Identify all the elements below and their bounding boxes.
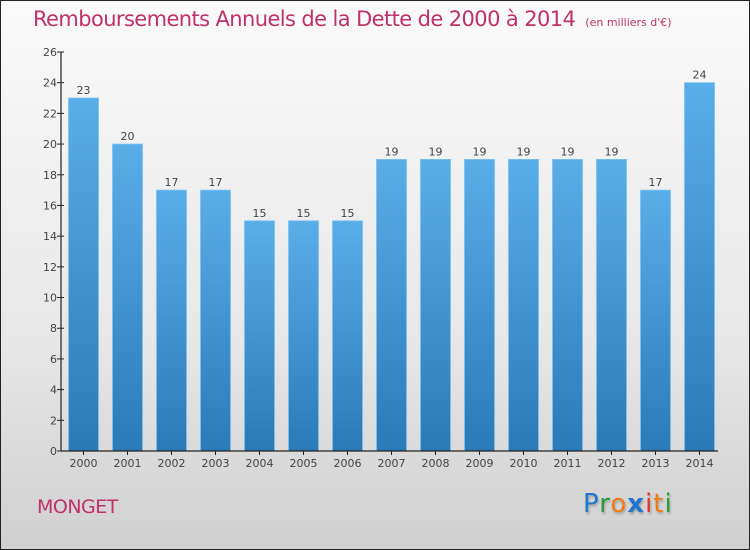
x-tick-label: 2006	[334, 457, 362, 470]
logo-letter: x	[627, 489, 646, 519]
x-tick-label: 2008	[422, 457, 450, 470]
bar-2011	[552, 159, 583, 452]
x-tick-label: 2009	[466, 457, 494, 470]
data-label-2009: 19	[473, 145, 487, 158]
x-tick-label: 2011	[554, 457, 582, 470]
y-tick-label: 24	[43, 77, 57, 90]
data-label-2001: 20	[121, 130, 135, 143]
y-tick-label: 16	[43, 199, 57, 212]
bar-2013	[640, 189, 671, 452]
data-label-2012: 19	[605, 145, 619, 158]
bar-2008	[420, 159, 451, 452]
bar-2001	[112, 143, 143, 452]
logo-letter: o	[610, 489, 628, 519]
y-tick-label: 4	[50, 384, 57, 397]
bar-2010	[508, 159, 539, 452]
x-tick-label: 2000	[70, 457, 98, 470]
x-tick-label: 2005	[290, 457, 318, 470]
data-label-2003: 17	[209, 176, 223, 189]
chart-title-text: Remboursements Annuels de la Dette de 20…	[33, 7, 576, 31]
data-label-2004: 15	[253, 207, 267, 220]
y-tick-label: 2	[50, 414, 57, 427]
proxiti-logo[interactable]: Proxiti	[583, 489, 673, 519]
data-label-2006: 15	[341, 207, 355, 220]
y-tick-label: 14	[43, 230, 57, 243]
bar-2002	[156, 189, 187, 452]
y-tick-label: 18	[43, 169, 57, 182]
y-tick-label: 20	[43, 138, 57, 151]
logo-letter: i	[664, 489, 673, 519]
y-tick-label: 26	[43, 46, 57, 59]
city-name: MONGET	[37, 496, 118, 518]
y-tick-label: 12	[43, 261, 57, 274]
bar-2014	[684, 82, 715, 452]
x-tick-label: 2001	[114, 457, 142, 470]
data-label-2002: 17	[165, 176, 179, 189]
x-tick-label: 2004	[246, 457, 274, 470]
y-tick-label: 0	[50, 445, 57, 458]
logo-letter: r	[599, 489, 611, 519]
bar-2006	[332, 220, 363, 452]
chart-title: Remboursements Annuels de la Dette de 20…	[33, 7, 672, 31]
bar-2003	[200, 189, 231, 452]
x-tick-label: 2014	[686, 457, 714, 470]
bar-2007	[376, 159, 407, 452]
y-tick-label: 8	[50, 322, 57, 335]
bar-2009	[464, 159, 495, 452]
data-label-2007: 19	[385, 145, 399, 158]
y-tick-label: 10	[43, 292, 57, 305]
logo-letter: t	[653, 489, 665, 519]
bar-2005	[288, 220, 319, 452]
x-tick-label: 2003	[202, 457, 230, 470]
logo-letter: P	[583, 489, 600, 519]
data-label-2014: 24	[693, 69, 707, 82]
data-label-2000: 23	[77, 84, 91, 97]
x-tick-label: 2013	[642, 457, 670, 470]
data-label-2008: 19	[429, 145, 443, 158]
x-tick-label: 2002	[158, 457, 186, 470]
bar-2004	[244, 220, 275, 452]
bar-2000	[68, 97, 99, 452]
data-label-2011: 19	[561, 145, 575, 158]
data-label-2005: 15	[297, 207, 311, 220]
data-label-2010: 19	[517, 145, 531, 158]
x-tick-label: 2007	[378, 457, 406, 470]
data-label-2013: 17	[649, 176, 663, 189]
x-tick-label: 2010	[510, 457, 538, 470]
chart-unit: (en milliers d'€)	[585, 16, 672, 29]
x-tick-label: 2012	[598, 457, 626, 470]
logo-letter: i	[645, 489, 654, 519]
y-tick-label: 6	[50, 353, 57, 366]
bar-2012	[596, 159, 627, 452]
y-tick-label: 22	[43, 107, 57, 120]
